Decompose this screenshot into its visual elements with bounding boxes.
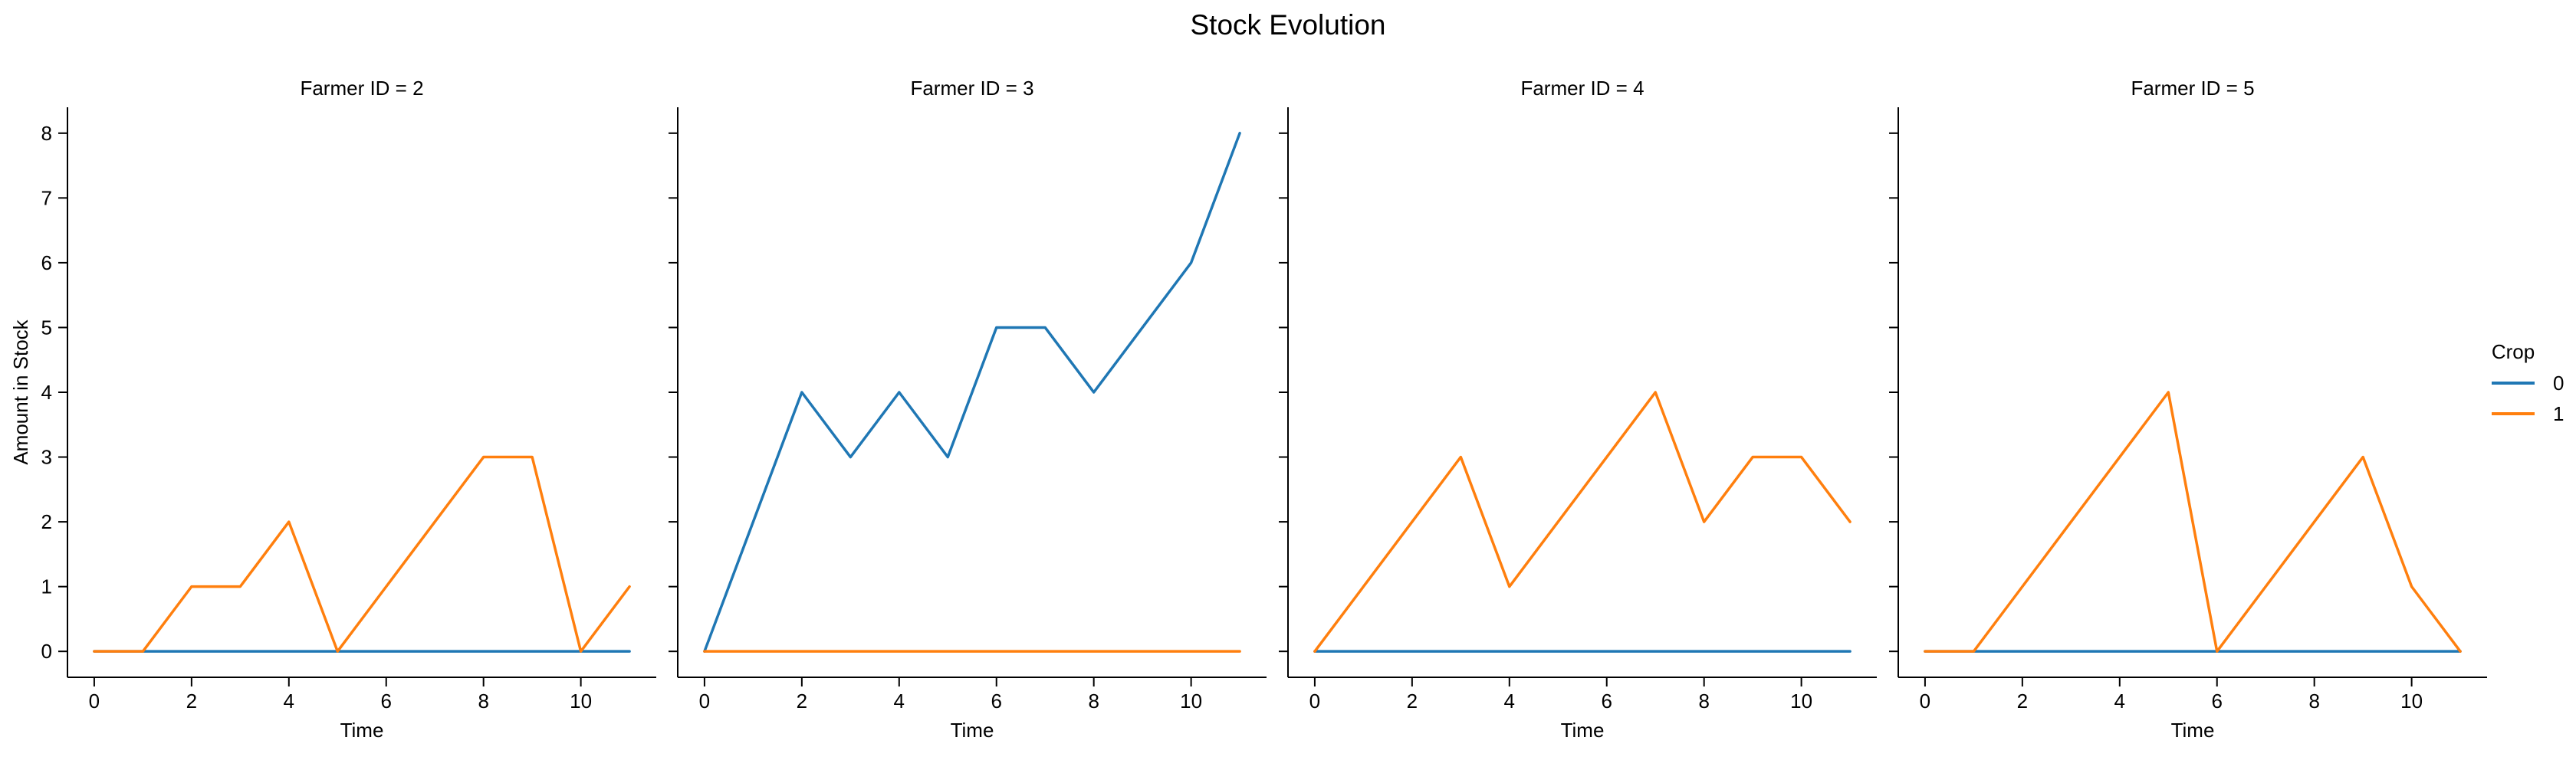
y-tick-label: 1 <box>41 575 52 598</box>
x-tick-label: 0 <box>1920 690 1930 713</box>
y-axis-label: Amount in Stock <box>9 319 32 464</box>
y-tick-label: 2 <box>41 510 52 533</box>
x-tick-label: 6 <box>2212 690 2223 713</box>
legend-label-crop-0: 0 <box>2553 372 2564 395</box>
x-tick-label: 0 <box>89 690 100 713</box>
x-tick-label: 2 <box>2017 690 2028 713</box>
y-tick-label: 5 <box>41 316 52 339</box>
series-line-crop-1 <box>1313 391 1852 653</box>
x-tick-label: 10 <box>1790 690 1812 713</box>
x-tick-label: 8 <box>478 690 488 713</box>
x-tick-label: 4 <box>894 690 905 713</box>
x-axis-label: Time <box>951 719 994 742</box>
x-tick-label: 6 <box>991 690 1002 713</box>
series-line-crop-0 <box>703 132 1241 653</box>
series-line-crop-1 <box>1924 391 2462 653</box>
x-tick-label: 10 <box>1180 690 1202 713</box>
x-tick-label: 8 <box>1088 690 1099 713</box>
subplot-title: Farmer ID = 3 <box>910 77 1033 100</box>
x-tick-label: 8 <box>2308 690 2319 713</box>
x-axis-label: Time <box>340 719 384 742</box>
x-tick-label: 2 <box>186 690 197 713</box>
legend-label-crop-1: 1 <box>2553 402 2564 425</box>
subplot-title: Farmer ID = 2 <box>300 77 423 100</box>
y-tick-label: 0 <box>41 640 52 663</box>
x-axis-label: Time <box>1561 719 1605 742</box>
x-tick-label: 10 <box>570 690 592 713</box>
x-tick-label: 8 <box>1698 690 1709 713</box>
x-tick-label: 10 <box>2400 690 2423 713</box>
subplot-title: Farmer ID = 4 <box>1520 77 1644 100</box>
x-tick-label: 4 <box>2114 690 2125 713</box>
y-tick-label: 8 <box>41 122 52 145</box>
series-line-crop-1 <box>93 455 631 653</box>
x-tick-label: 2 <box>1407 690 1418 713</box>
y-tick-label: 3 <box>41 446 52 469</box>
x-tick-label: 4 <box>284 690 294 713</box>
figure-title: Stock Evolution <box>1190 9 1386 41</box>
y-tick-label: 4 <box>41 381 52 404</box>
legend-title: Crop <box>2492 340 2535 363</box>
y-tick-label: 7 <box>41 186 52 209</box>
subplot-title: Farmer ID = 5 <box>2131 77 2254 100</box>
y-tick-label: 6 <box>41 251 52 274</box>
x-axis-label: Time <box>2171 719 2215 742</box>
x-tick-label: 2 <box>797 690 807 713</box>
x-tick-label: 4 <box>1504 690 1515 713</box>
x-tick-label: 6 <box>381 690 392 713</box>
x-tick-label: 0 <box>1309 690 1320 713</box>
x-tick-label: 0 <box>699 690 710 713</box>
x-tick-label: 6 <box>1602 690 1612 713</box>
